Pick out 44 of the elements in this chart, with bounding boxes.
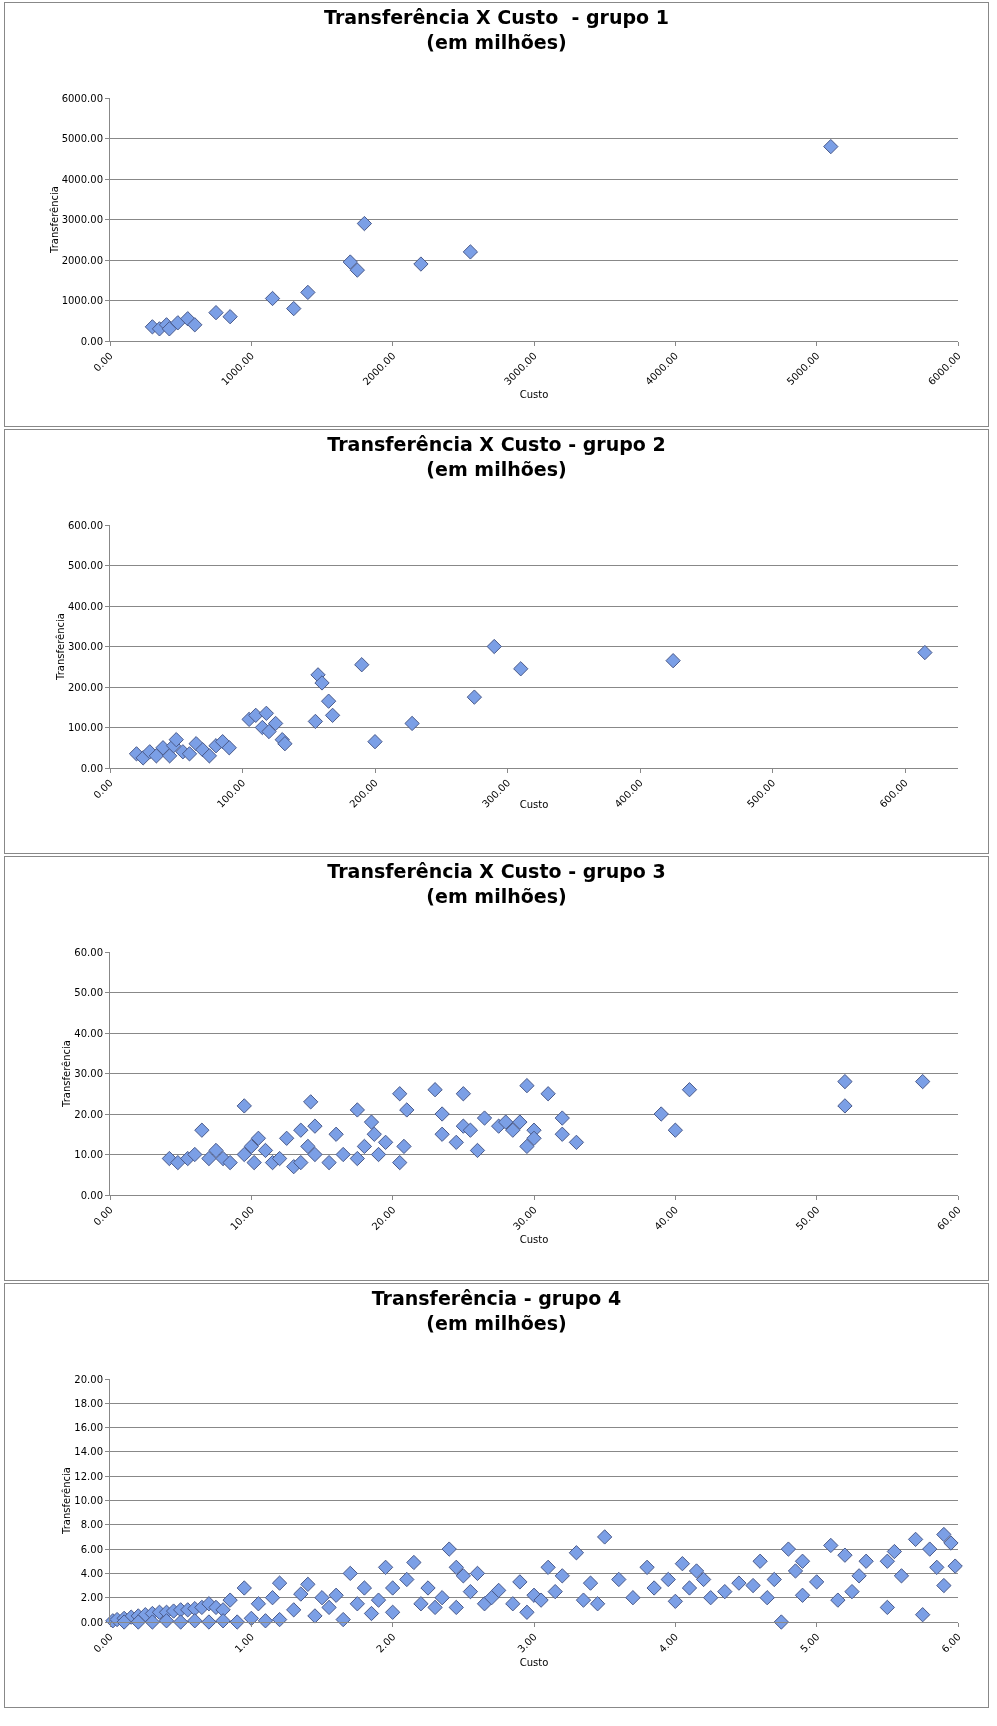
y-tick-label: 0.00 [80, 1189, 103, 1201]
x-axis-title: Custo [519, 389, 549, 401]
y-axis-title: Transferência [48, 186, 60, 254]
y-tick-label: 12.00 [74, 1470, 103, 1482]
y-tick-label: 60.00 [74, 946, 103, 958]
y-tick-label: 14.00 [74, 1446, 103, 1458]
y-tick-label: 20.00 [74, 1373, 103, 1385]
y-tick-label: 16.00 [74, 1422, 103, 1434]
y-axis-title: Transferência [61, 1040, 73, 1108]
y-tick-label: 50.00 [74, 987, 103, 998]
chart-title: Transferência - grupo 4 (em milhões) [371, 1287, 622, 1334]
x-axis-title: Custo [519, 1656, 549, 1668]
y-axis-title: Transferência [61, 1467, 73, 1535]
y-tick-label: 0.00 [80, 762, 103, 774]
y-tick-label: 4000.00 [61, 173, 103, 185]
y-tick-label: 5000.00 [61, 133, 103, 144]
y-tick-label: 8.00 [80, 1519, 103, 1531]
x-axis-title: Custo [519, 1234, 549, 1246]
y-tick-label: 400.00 [68, 600, 103, 612]
x-axis-title: Custo [519, 799, 549, 810]
y-tick-label: 2000.00 [61, 254, 103, 266]
y-tick-label: 10.00 [74, 1149, 103, 1160]
y-tick-label: 10.00 [74, 1495, 103, 1506]
y-tick-label: 0.00 [80, 1616, 103, 1628]
y-tick-label: 500.00 [68, 560, 103, 571]
y-tick-label: 100.00 [68, 722, 103, 733]
chart-title: Transferência X Custo - grupo 3 (em milhões) [327, 860, 666, 907]
y-tick-label: 200.00 [68, 681, 103, 693]
chart-title: Transferência X Custo - grupo 1 (em milhões) [324, 6, 669, 53]
y-tick-label: 4.00 [80, 1567, 103, 1579]
y-tick-label: 2.00 [80, 1592, 103, 1604]
y-tick-label: 0.00 [80, 335, 103, 347]
y-tick-label: 18.00 [74, 1397, 103, 1409]
y-tick-label: 6.00 [80, 1543, 103, 1555]
y-tick-label: 300.00 [68, 641, 103, 652]
y-tick-label: 3000.00 [61, 214, 103, 225]
chart-title: Transferência X Custo - grupo 2 (em milhões) [327, 433, 666, 480]
y-axis-title: Transferência [55, 613, 66, 681]
y-tick-label: 40.00 [74, 1027, 103, 1039]
y-tick-label: 600.00 [68, 519, 103, 531]
y-tick-label: 30.00 [74, 1068, 103, 1079]
y-tick-label: 20.00 [74, 1108, 103, 1120]
y-tick-label: 6000.00 [61, 92, 103, 104]
y-tick-label: 1000.00 [61, 295, 103, 306]
